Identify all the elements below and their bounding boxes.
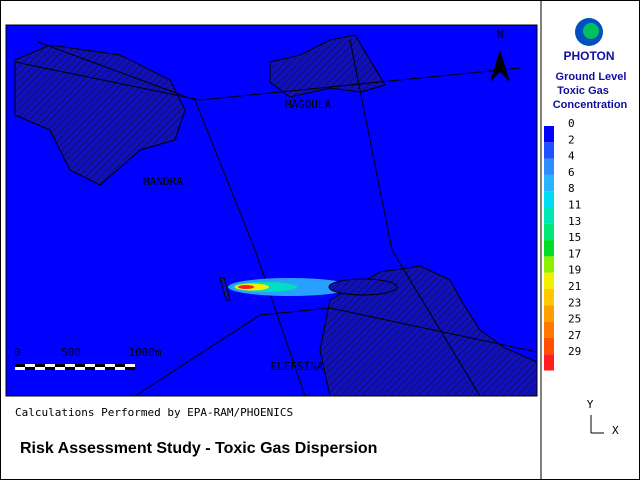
legend-swatch [544,142,554,159]
legend-label: 19 [568,264,581,277]
legend-swatch [544,207,554,224]
logo-mark [583,23,599,39]
scale-segment [95,367,105,370]
legend-label: 27 [568,329,581,342]
legend-label: 25 [568,313,581,326]
town-area [319,265,538,397]
logo: PHOTON [563,18,615,63]
map: N MAGOULA MANDRA ELEFSINA 0 500 1000m [5,24,538,397]
legend-title: Toxic Gas [557,85,609,97]
legend-swatch [544,256,554,273]
scale-segment [45,364,55,367]
scale-segment [115,364,125,367]
road [14,61,521,101]
scale-segment [125,364,135,367]
scale-segment [55,367,65,370]
town-area [328,278,398,296]
scale-label: 500 [61,346,81,359]
scale-segment [35,364,45,367]
axis-label: X [612,424,619,437]
place-label: MAGOULA [285,98,332,111]
legend-swatch [544,305,554,322]
scale-segment [125,367,135,370]
legend-swatch [544,158,554,175]
scale-bar [15,364,135,370]
legend-label: 2 [568,133,575,146]
scale-segment [65,364,75,367]
scale-segment [15,364,25,367]
legend-label: 17 [568,247,581,260]
scale-segment [105,364,115,367]
legend-swatch [544,354,554,371]
scale-segment [15,367,25,370]
legend-title: Concentration [553,99,628,111]
scale-segment [75,364,85,367]
scale-segment [65,367,75,370]
scale-segment [85,364,95,367]
legend-swatch [544,126,554,143]
scale-segment [25,364,35,367]
scale-segment [115,367,125,370]
legend-swatch [544,272,554,289]
legend-swatch [544,321,554,338]
legend-label: 8 [568,182,575,195]
scale-segment [75,367,85,370]
legend-swatch [544,289,554,306]
road [134,307,538,397]
legend-label: 29 [568,345,581,358]
legend-label: 11 [568,199,581,212]
legend-swatch [544,337,554,355]
source [219,277,231,301]
legend-title: Ground Level [556,71,627,83]
scale-segment [35,367,45,370]
town-area [14,44,186,186]
scale-segment [95,364,105,367]
legend-label: 13 [568,215,581,228]
axis-label: Y [587,398,594,411]
axis-icon: Y X [587,398,619,437]
legend-swatch [544,223,554,241]
road [37,41,306,397]
legend-label: 4 [568,150,575,163]
place-label: ELEFSINA [271,360,324,373]
scale-label: 0 [14,346,21,359]
scale-segment [85,367,95,370]
road [349,39,481,397]
legend-swatch [544,240,554,257]
logo-text: PHOTON [563,49,614,63]
legend-swatch [544,174,554,192]
legend-label: 6 [568,166,575,179]
plume [238,285,254,289]
credit: Calculations Performed by EPA-RAM/PHOENI… [15,406,293,419]
north-arrow [490,50,510,82]
north-label: N [497,28,504,41]
legend-label: 0 [568,117,575,130]
legend-label: 21 [568,280,581,293]
scale-segment [55,364,65,367]
legend-label: 23 [568,296,581,309]
scale-segment [105,367,115,370]
legend-label: 15 [568,231,581,244]
scale-segment [45,367,55,370]
legend: 0 2 4 6 8 11 13 15 17 19 21 23 25 27 29 [544,117,581,371]
place-label: MANDRA [143,175,183,188]
study-title: Risk Assessment Study - Toxic Gas Disper… [20,440,377,457]
scale-label: 1000m [128,346,161,359]
scale-segment [25,367,35,370]
legend-swatch [544,191,554,208]
